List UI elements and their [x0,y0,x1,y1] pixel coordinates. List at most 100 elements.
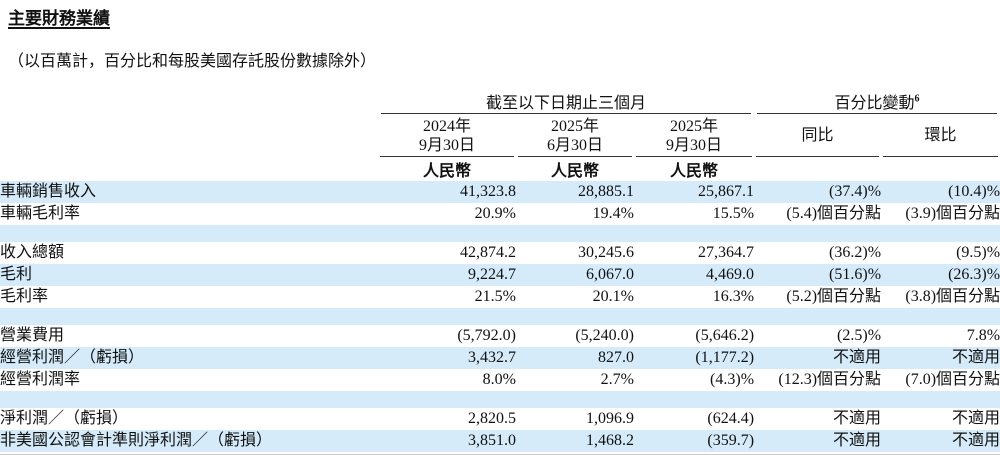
cell-value: 2.7% [600,371,634,388]
cell-value: 3,432.7 [468,349,516,366]
cell-value: 3,851.0 [468,432,516,449]
cell-value: (5,792.0) [457,327,516,344]
row-label: 非美國公認會計準則淨利潤／（虧損） [0,432,273,449]
cell-value: 19.4% [592,205,634,222]
page-title: 主要財務業績 [8,9,110,28]
currency-header-row: 人民幣 人民幣 人民幣 [0,157,1000,181]
cell-value: (12.3)個百分點 [778,371,882,388]
cell-value: 不適用 [952,410,1000,427]
table-row-gross-profit: 毛利 9,224.7 6,067.0 4,469.0 (51.6)% (26.3… [0,264,1000,286]
cell-value: 不適用 [833,410,882,427]
periods-group-header: 截至以下日期止三個月 [378,88,754,114]
label-column-header [0,88,378,114]
row-label: 車輛毛利率 [0,205,81,222]
cell-value: (2.5)% [837,327,882,344]
cell-value: (5.4)個百分點 [786,205,882,222]
date-header-row: 2024年 9月30日 2025年 6月30日 2025年 9月30日 同比 環… [0,114,1000,157]
cell-value: 不適用 [952,432,1000,449]
cell-value: 21.5% [474,288,516,305]
table-row-non-gaap-net-income: 非美國公認會計準則淨利潤／（虧損） 3,851.0 1,468.2 (359.7… [0,430,1000,452]
cell-value: (359.7) [707,432,755,449]
row-label: 經營利潤／（虧損） [0,349,145,366]
cell-value: (3.8)個百分點 [905,288,1000,305]
cell-value: (7.0)個百分點 [905,371,1000,388]
spacer-row [0,225,1000,242]
change-group-label: 百分比變動 [834,95,915,112]
change-group-header: 百分比變動6 [754,88,1000,114]
footnote-ref: 6 [914,93,920,105]
cell-value: (10.4)% [948,183,1000,200]
column-header-2024-09-30: 2024年 9月30日 [378,114,516,157]
table-row-operating-expenses: 營業費用 (5,792.0) (5,240.0) (5,646.2) (2.5)… [0,325,1000,347]
currency-label: 人民幣 [422,163,471,180]
cell-value: (3.9)個百分點 [905,205,1000,222]
cell-value: (5,646.2) [695,327,755,344]
cell-value: (37.4)% [829,183,882,200]
cell-value: 9,224.7 [468,266,516,283]
table-row-vehicle-margin: 車輛毛利率 20.9% 19.4% 15.5% (5.4)個百分點 (3.9)個… [0,203,1000,225]
column-date: 6月30日 [546,136,603,154]
cell-value: (9.5)% [956,244,1000,261]
cell-value: 27,364.7 [698,244,755,261]
cell-value: 15.5% [712,205,755,222]
cell-value: 20.1% [592,288,634,305]
table-row-total-revenues: 收入總額 42,874.2 30,245.6 27,364.7 (36.2)% … [0,242,1000,264]
cell-value: 30,245.6 [578,244,634,261]
cell-value: 1,468.2 [586,432,634,449]
cell-value: (5.2)個百分點 [786,288,882,305]
cell-value: 6,067.0 [586,266,634,283]
row-label: 毛利率 [0,288,49,305]
column-header-2025-09-30: 2025年 9月30日 [634,114,754,157]
row-label: 營業費用 [0,327,65,344]
table-row-gross-margin: 毛利率 21.5% 20.1% 16.3% (5.2)個百分點 (3.8)個百分… [0,286,1000,308]
cell-value: (4.3)% [710,371,755,388]
column-year: 2025年 [550,117,599,135]
row-label: 收入總額 [0,244,65,261]
column-header-qoq: 環比 [881,114,1000,157]
cell-value: 1,096.9 [586,410,634,427]
cell-value: 不適用 [833,349,882,366]
cell-value: 16.3% [712,288,755,305]
cell-value: 42,874.2 [460,244,516,261]
cell-value: (51.6)% [829,266,882,283]
spacer-row [0,308,1000,325]
column-header-2025-06-30: 2025年 6月30日 [516,114,634,157]
financial-results-table: 截至以下日期止三個月 百分比變動6 2024年 9月30日 2025年 6月30… [0,88,1000,452]
column-header-yoy: 同比 [754,114,881,157]
group-header-row: 截至以下日期止三個月 百分比變動6 [0,88,1000,114]
cell-value: 28,885.1 [578,183,634,200]
cell-value: (624.4) [707,410,755,427]
cell-value: 2,820.5 [468,410,516,427]
spacer-row [0,391,1000,408]
cell-value: 8.0% [482,371,516,388]
currency-label: 人民幣 [670,163,719,180]
cell-value: (1,177.2) [695,349,755,366]
column-date: 9月30日 [666,136,723,154]
cell-value: 41,323.8 [460,183,516,200]
page-subtitle: （以百萬計，百分比和每股美國存託股份數據除外） [8,53,377,70]
row-label: 車輛銷售收入 [0,183,97,200]
cell-value: (5,240.0) [575,327,634,344]
column-year: 2025年 [670,117,719,135]
row-label: 淨利潤／（虧損） [0,410,129,427]
periods-group-label: 截至以下日期止三個月 [486,95,647,112]
row-label: 毛利 [0,266,33,283]
table-row-operating-margin: 經營利潤率 8.0% 2.7% (4.3)% (12.3)個百分點 (7.0)個… [0,369,1000,391]
column-year: 2024年 [422,117,471,135]
row-label: 經營利潤率 [0,371,81,388]
cell-value: 20.9% [474,205,516,222]
table-row-operating-income: 經營利潤／（虧損） 3,432.7 827.0 (1,177.2) 不適用 不適… [0,347,1000,369]
cell-value: 827.0 [598,349,634,366]
cell-value: 25,867.1 [698,183,755,200]
cell-value: (36.2)% [829,244,882,261]
column-date: 9月30日 [418,136,475,154]
cell-value: 不適用 [952,349,1000,366]
cell-value: 7.8% [966,327,1000,344]
currency-label: 人民幣 [550,163,599,180]
cell-value: 4,469.0 [706,266,755,283]
table-row-net-income: 淨利潤／（虧損） 2,820.5 1,096.9 (624.4) 不適用 不適用 [0,408,1000,430]
table-row-vehicle-sales: 車輛銷售收入 41,323.8 28,885.1 25,867.1 (37.4)… [0,181,1000,203]
cell-value: 不適用 [833,432,882,449]
cell-value: (26.3)% [948,266,1000,283]
